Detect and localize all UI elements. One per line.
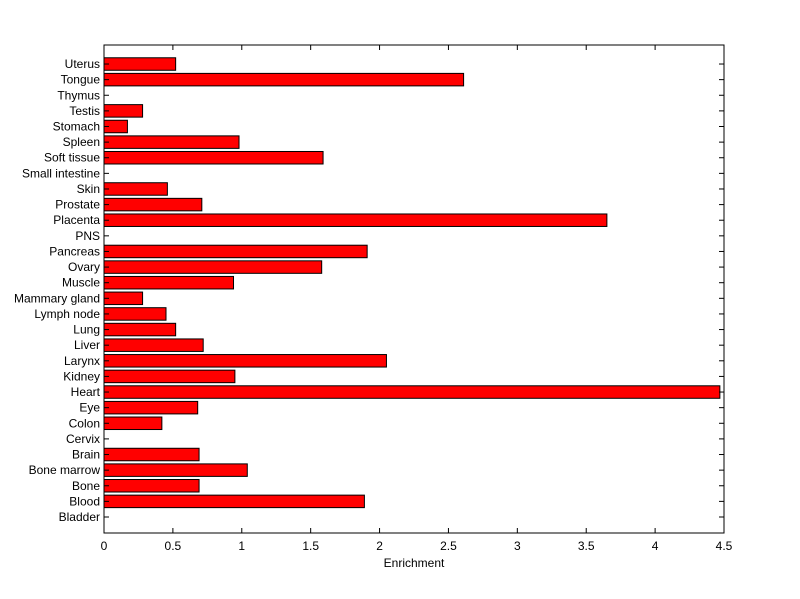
x-tick-label: 2.5	[440, 539, 457, 553]
x-axis-label: Enrichment	[384, 556, 445, 570]
x-tick-label: 3.5	[578, 539, 595, 553]
y-tick-label: Cervix	[66, 432, 100, 446]
bar-prostate	[103, 197, 203, 212]
y-tick-label: Ovary	[68, 260, 100, 274]
x-tick-label: 3	[514, 539, 521, 553]
y-tick-label: Placenta	[53, 213, 100, 227]
bar-liver	[103, 338, 204, 352]
x-tick-label: 2	[376, 539, 383, 553]
y-tick-label: Blood	[69, 494, 100, 508]
bar-tongue	[103, 72, 465, 87]
bar-uterus	[103, 57, 177, 71]
bar-colon	[103, 416, 163, 431]
y-tick-label: Kidney	[63, 369, 100, 383]
x-tick-label: 0.5	[165, 539, 182, 553]
bar-placenta	[103, 213, 608, 227]
bar-muscle	[103, 275, 235, 290]
y-tick-label: Testis	[69, 104, 100, 118]
x-tick-label: 4.5	[716, 539, 733, 553]
y-tick-label: Mammary gland	[14, 291, 100, 305]
y-tick-label: Bone	[72, 479, 100, 493]
y-tick-label: Colon	[69, 416, 100, 430]
y-tick-label: Lung	[73, 323, 100, 337]
y-tick-label: Soft tissue	[44, 151, 100, 165]
bar-blood	[103, 494, 365, 509]
bar-brain	[103, 447, 200, 462]
y-tick-label: Eye	[79, 401, 100, 415]
y-tick-label: Muscle	[62, 276, 100, 290]
x-tick-label: 4	[652, 539, 659, 553]
y-tick-label: Thymus	[57, 88, 100, 102]
y-tick-label: Lymph node	[34, 307, 100, 321]
bar-bone-marrow	[103, 463, 248, 477]
x-tick-label: 1.5	[302, 539, 319, 553]
bar-mammary-gland	[103, 291, 144, 306]
y-tick-label: Tongue	[61, 73, 101, 87]
bar-heart	[103, 385, 721, 399]
x-tick-label: 0	[101, 539, 108, 553]
y-tick-label: Uterus	[65, 57, 100, 71]
bar-lymph-node	[103, 307, 167, 321]
bar-kidney	[103, 369, 236, 384]
bar-ovary	[103, 260, 323, 274]
bar-soft-tissue	[103, 150, 324, 165]
bar-pancreas	[103, 244, 368, 259]
y-tick-label: Skin	[77, 182, 100, 196]
y-tick-label: Heart	[71, 385, 101, 399]
bar-skin	[103, 182, 168, 196]
y-tick-label: Larynx	[64, 354, 100, 368]
y-tick-label: Prostate	[55, 198, 100, 212]
y-tick-label: Pancreas	[49, 244, 100, 258]
y-tick-label: Bladder	[59, 510, 100, 524]
y-tick-label: Small intestine	[22, 166, 100, 180]
bar-spleen	[103, 135, 240, 149]
y-tick-label: Liver	[74, 338, 100, 352]
bar-eye	[103, 400, 199, 415]
y-tick-label: Bone marrow	[29, 463, 101, 477]
bar-bone	[103, 479, 200, 493]
bar-testis	[103, 104, 144, 118]
bar-lung	[103, 322, 177, 337]
plot-area-frame	[103, 44, 725, 534]
y-tick-label: PNS	[75, 229, 100, 243]
y-tick-label: Stomach	[53, 120, 100, 134]
x-tick-label: 1	[238, 539, 245, 553]
y-tick-label: Brain	[72, 448, 100, 462]
y-tick-label: Spleen	[63, 135, 100, 149]
bar-larynx	[103, 354, 387, 368]
